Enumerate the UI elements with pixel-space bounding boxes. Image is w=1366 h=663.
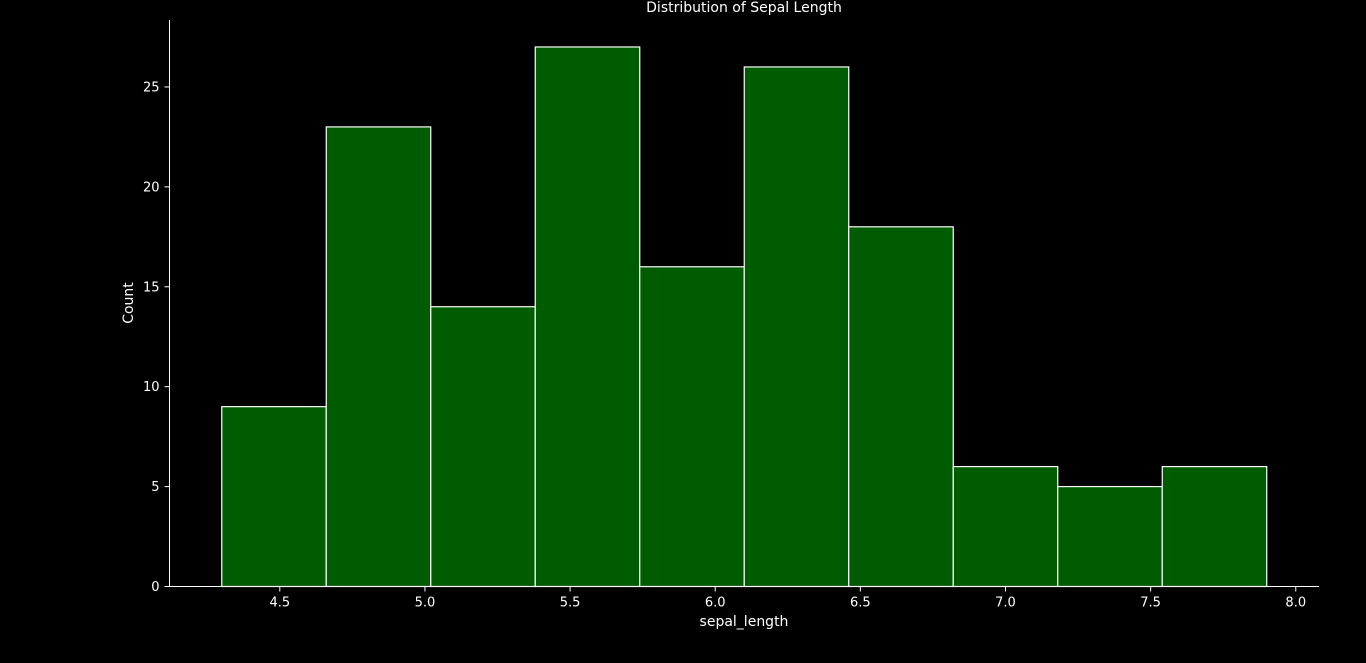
- axes-group: [169, 20, 1319, 587]
- y-tick-label: 20: [143, 180, 160, 195]
- x-tick-label: 6.5: [850, 596, 871, 611]
- x-tick-label: 4.5: [269, 596, 290, 611]
- histogram-bar: [1057, 485, 1163, 588]
- histogram-bar: [534, 46, 641, 588]
- y-tick-label: 5: [151, 480, 159, 495]
- chart-title: Distribution of Sepal Length: [646, 0, 842, 16]
- x-tick-label: 6.0: [705, 596, 726, 611]
- bars-group: [221, 46, 1268, 588]
- y-tick-label: 25: [143, 80, 160, 95]
- histogram-bar: [325, 126, 432, 588]
- x-tick-label: 7.0: [995, 596, 1016, 611]
- histogram-bar: [848, 226, 954, 588]
- x-tick-label: 8.0: [1285, 596, 1306, 611]
- x-tick-label: 5.0: [415, 596, 436, 611]
- x-tick-label: 7.5: [1140, 596, 1161, 611]
- histogram-bar: [639, 266, 745, 588]
- x-axis-label: sepal_length: [700, 614, 789, 630]
- y-tick-label: 0: [151, 580, 159, 595]
- histogram-bar: [221, 406, 327, 588]
- x-ticks-group: 4.5 5.0 5.5 6.0 6.5 7.0 7.5 8.0: [269, 586, 1306, 611]
- y-axis-label: Count: [121, 282, 137, 324]
- y-tick-label: 10: [143, 380, 160, 395]
- x-tick-label: 5.5: [560, 596, 581, 611]
- y-tick-label: 15: [143, 280, 160, 295]
- histogram-bar: [1161, 466, 1268, 588]
- histogram-bar: [430, 306, 536, 588]
- y-ticks-group: 0 5 10 15 20 25: [143, 80, 170, 595]
- histogram-bar: [743, 66, 850, 588]
- histogram-bar: [952, 466, 1059, 588]
